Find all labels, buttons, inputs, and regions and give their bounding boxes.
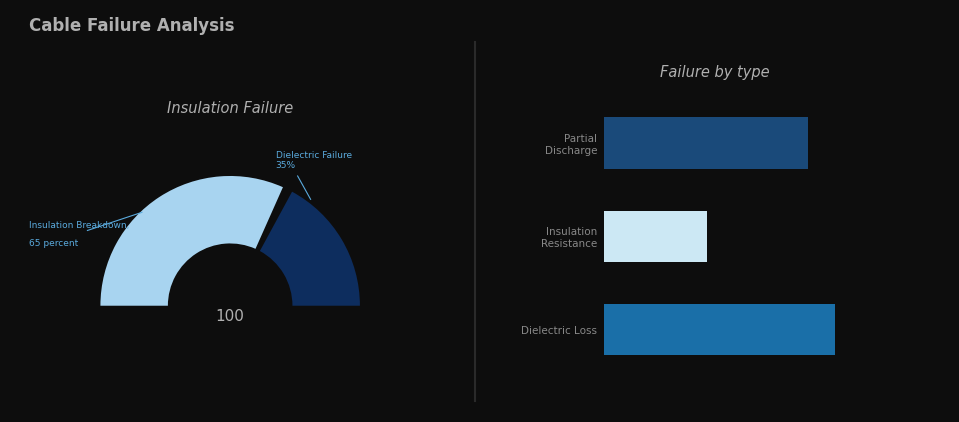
- Text: 65 percent: 65 percent: [29, 239, 79, 248]
- Bar: [604, 304, 835, 355]
- Text: Cable Failure Analysis: Cable Failure Analysis: [29, 17, 234, 35]
- Wedge shape: [260, 192, 360, 306]
- Text: Failure by type: Failure by type: [660, 65, 769, 80]
- Text: Insulation Breakdown,: Insulation Breakdown,: [29, 221, 129, 230]
- Bar: [604, 211, 708, 262]
- Bar: [604, 117, 807, 169]
- Wedge shape: [101, 176, 283, 306]
- Text: 100: 100: [216, 308, 245, 324]
- Text: Dielectric Failure
35%: Dielectric Failure 35%: [275, 151, 352, 170]
- Text: Insulation Failure: Insulation Failure: [167, 101, 293, 116]
